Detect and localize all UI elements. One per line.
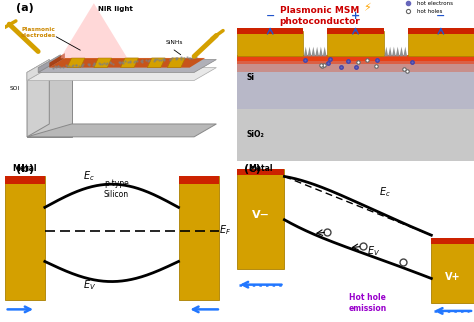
Text: −: − <box>436 11 446 21</box>
Bar <box>237 109 474 161</box>
Bar <box>237 55 474 64</box>
Text: V−: V− <box>252 210 270 220</box>
Polygon shape <box>120 58 138 68</box>
Text: (b): (b) <box>16 164 34 174</box>
Text: hot holes: hot holes <box>417 9 443 14</box>
Text: $E_V$: $E_V$ <box>82 278 96 291</box>
Text: NIR light: NIR light <box>98 6 133 13</box>
Bar <box>237 31 303 56</box>
Bar <box>408 28 474 34</box>
Bar <box>327 28 384 34</box>
Text: SiNHs: SiNHs <box>165 40 182 45</box>
Polygon shape <box>400 47 403 56</box>
Polygon shape <box>388 47 392 56</box>
Polygon shape <box>308 47 311 56</box>
Bar <box>237 55 474 61</box>
Text: $E_c$: $E_c$ <box>82 170 94 183</box>
Text: $E_F$: $E_F$ <box>219 224 231 237</box>
Text: Hot hole
emission: Hot hole emission <box>348 293 386 313</box>
Polygon shape <box>167 58 185 68</box>
Polygon shape <box>319 47 323 56</box>
Text: V+: V+ <box>445 272 460 282</box>
Text: Plasmonic MSM
photoconductor: Plasmonic MSM photoconductor <box>280 6 360 26</box>
Polygon shape <box>315 47 319 56</box>
Text: SiO₂: SiO₂ <box>246 130 264 139</box>
Polygon shape <box>147 58 165 68</box>
Text: p-type
Silicon: p-type Silicon <box>103 179 129 199</box>
Polygon shape <box>94 58 112 68</box>
Polygon shape <box>49 58 205 68</box>
Polygon shape <box>38 55 60 72</box>
Text: (a): (a) <box>16 3 34 13</box>
Bar <box>179 176 219 300</box>
Text: $E_c$: $E_c$ <box>379 185 391 199</box>
Bar <box>237 56 474 109</box>
Text: +: + <box>351 11 360 21</box>
Bar <box>408 31 474 56</box>
Bar <box>431 238 474 244</box>
Polygon shape <box>27 60 49 80</box>
Polygon shape <box>323 47 327 56</box>
Polygon shape <box>304 47 308 56</box>
Text: −: − <box>265 11 275 21</box>
Polygon shape <box>38 60 216 72</box>
Bar <box>237 28 303 34</box>
Polygon shape <box>384 47 388 56</box>
Polygon shape <box>396 47 400 56</box>
Polygon shape <box>27 68 216 80</box>
Bar <box>179 176 219 184</box>
Bar <box>237 169 284 269</box>
Text: Metal: Metal <box>248 164 273 173</box>
Text: hot electrons: hot electrons <box>417 1 453 6</box>
Polygon shape <box>27 60 49 137</box>
Polygon shape <box>27 124 216 137</box>
Polygon shape <box>49 53 65 68</box>
Text: SOI: SOI <box>9 86 19 91</box>
Bar <box>327 31 384 56</box>
Polygon shape <box>67 58 85 68</box>
Bar <box>431 238 474 303</box>
Polygon shape <box>60 3 127 58</box>
Text: ⚡: ⚡ <box>364 3 371 13</box>
Polygon shape <box>27 72 72 137</box>
Text: $E_V$: $E_V$ <box>367 244 381 258</box>
Polygon shape <box>392 47 396 56</box>
Bar <box>5 176 45 184</box>
Bar <box>5 176 45 300</box>
Polygon shape <box>311 47 315 56</box>
Polygon shape <box>403 47 407 56</box>
Text: (c): (c) <box>244 164 261 174</box>
Text: Plasmonic
electrodes: Plasmonic electrodes <box>20 27 56 38</box>
Bar <box>237 169 284 175</box>
Bar <box>237 56 474 72</box>
Text: Si: Si <box>246 73 255 82</box>
Text: Metal: Metal <box>12 164 37 173</box>
